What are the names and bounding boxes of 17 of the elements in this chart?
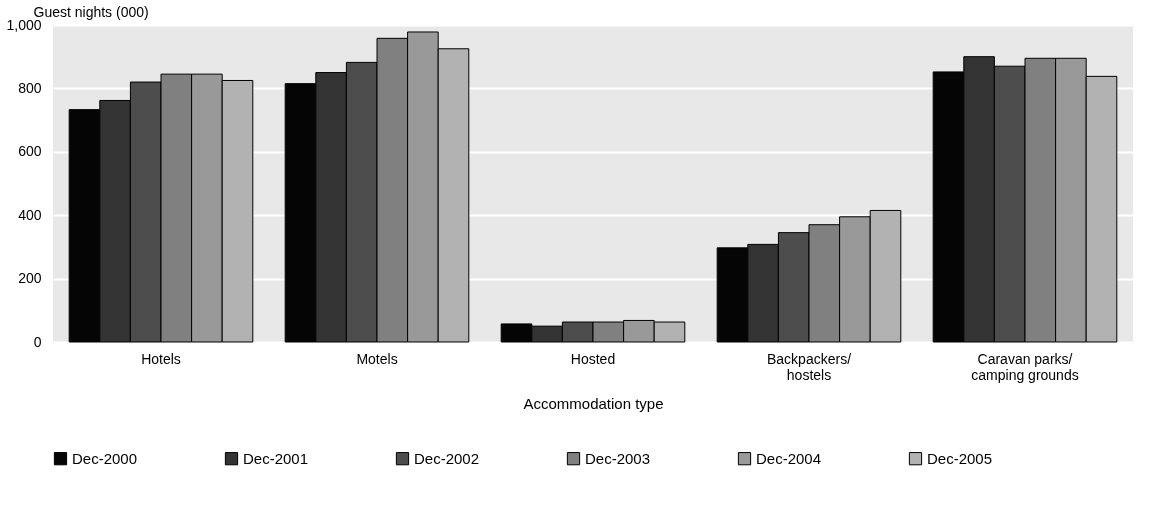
x-tick-label: Motels — [356, 350, 398, 367]
y-tick-label: 0 — [33, 333, 42, 350]
x-tick-label: Hotels — [141, 350, 181, 367]
y-tick-label: 200 — [18, 270, 42, 287]
y-tick-label: 400 — [18, 206, 42, 223]
legend-label: Dec-2002 — [414, 449, 480, 467]
legend-label: Dec-2003 — [585, 449, 651, 467]
legend-label: Dec-2004 — [756, 449, 822, 467]
legend-label: Dec-2005 — [927, 449, 993, 467]
legend-label: Dec-2000 — [72, 449, 138, 467]
x-axis-title: Accommodation type — [523, 394, 664, 412]
x-tick-label: Hosted — [570, 350, 616, 367]
x-tick-label: Backpackers/ hostels — [766, 350, 852, 383]
y-tick-label: 600 — [18, 143, 42, 160]
y-tick-label: 800 — [18, 79, 42, 96]
x-tick-label: Caravan parks/ camping grounds — [971, 350, 1079, 383]
legend-label: Dec-2001 — [243, 449, 309, 467]
